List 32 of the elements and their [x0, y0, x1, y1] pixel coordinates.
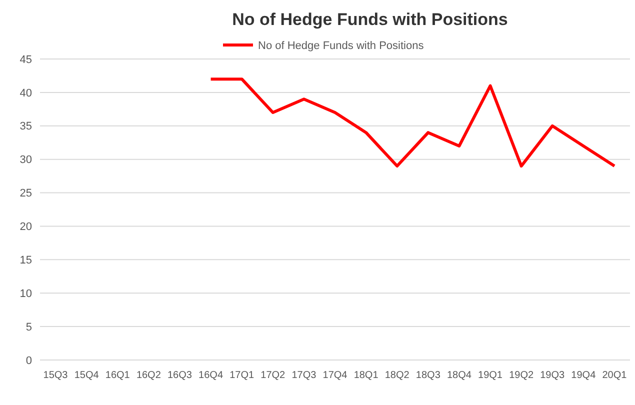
- x-tick-label: 15Q3: [43, 370, 68, 381]
- x-tick-label: 16Q4: [198, 370, 224, 381]
- y-tick-label: 45: [20, 54, 32, 66]
- y-tick-label: 25: [20, 188, 32, 200]
- line-series: [209, 78, 616, 168]
- y-tick-label: 0: [26, 354, 32, 367]
- x-tick-label: 18Q2: [384, 370, 410, 381]
- x-tick-label: 19Q2: [509, 370, 534, 381]
- y-tick-label: 5: [26, 321, 32, 334]
- x-tick-label: 16Q1: [105, 370, 130, 381]
- x-tick-label: 15Q4: [74, 370, 100, 381]
- x-tick-label: 17Q3: [292, 370, 317, 381]
- x-tick-label: 18Q4: [446, 370, 472, 381]
- x-tick-label: 19Q4: [571, 370, 596, 381]
- x-tick-label: 19Q1: [478, 370, 503, 381]
- x-tick-label: 17Q2: [260, 370, 286, 381]
- x-tick-label: 17Q1: [230, 370, 255, 381]
- x-tick-label: 19Q3: [540, 370, 566, 381]
- x-tick-label: 16Q3: [168, 370, 192, 381]
- y-tick-label: 15: [20, 254, 32, 267]
- y-tick-label: 10: [20, 288, 32, 300]
- y-tick-label: 30: [20, 154, 32, 166]
- y-tick-label: 40: [20, 87, 32, 100]
- x-tick-label: 17Q4: [322, 370, 348, 381]
- x-tick-label: 18Q3: [416, 370, 441, 381]
- x-tick-label: 20Q1: [602, 370, 628, 381]
- y-tick-label: 35: [20, 120, 32, 133]
- x-tick-label: 18Q1: [354, 370, 379, 381]
- chart-title: No of Hedge Funds with Positions: [232, 10, 508, 29]
- x-tick-label: 16Q2: [136, 370, 162, 381]
- y-tick-label: 20: [20, 221, 32, 234]
- legend-label: No of Hedge Funds with Positions: [258, 40, 424, 52]
